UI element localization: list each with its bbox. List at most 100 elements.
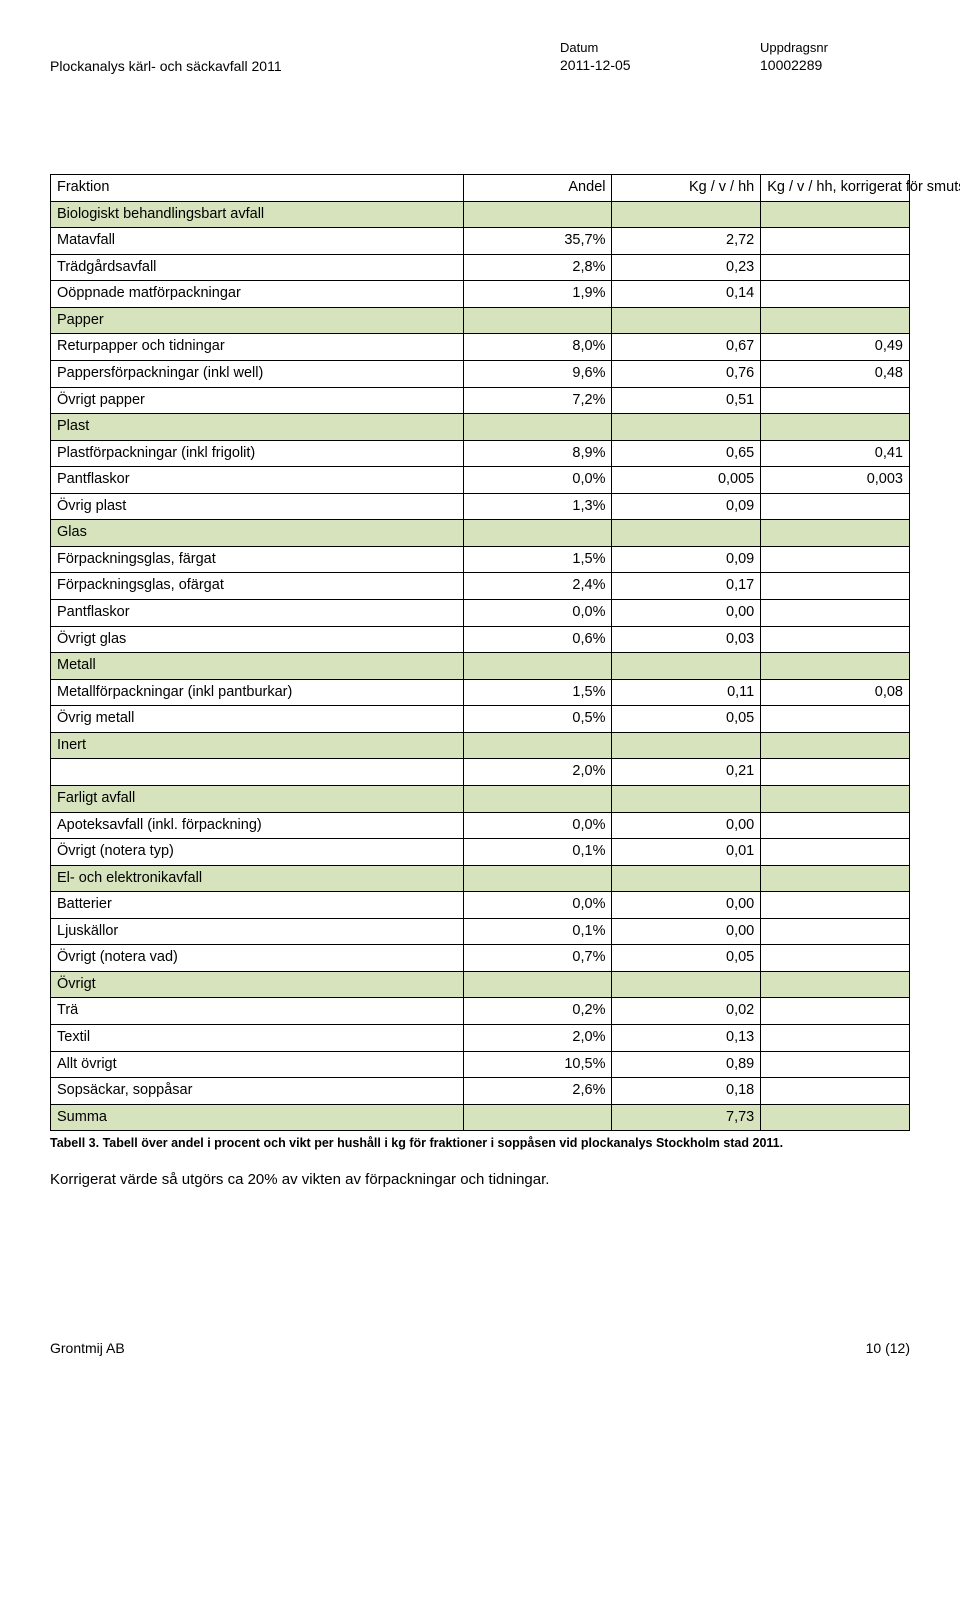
section-cell	[463, 307, 612, 334]
row-cell: 0,05	[612, 706, 761, 733]
table-section-row: Glas	[51, 520, 910, 547]
section-cell	[612, 785, 761, 812]
table-row: Allt övrigt10,5%0,89	[51, 1051, 910, 1078]
row-label: Oöppnade matförpackningar	[51, 281, 464, 308]
row-label: Övrigt papper	[51, 387, 464, 414]
header-assignment-block: Uppdragsnr 10002289	[760, 40, 910, 74]
row-label	[51, 759, 464, 786]
row-cell: 0,13	[612, 1025, 761, 1052]
row-label: Pappersförpackningar (inkl well)	[51, 360, 464, 387]
row-label: Övrigt (notera vad)	[51, 945, 464, 972]
section-label: El- och elektronikavfall	[51, 865, 464, 892]
section-cell	[761, 520, 910, 547]
row-label: Apoteksavfall (inkl. förpackning)	[51, 812, 464, 839]
row-cell	[761, 945, 910, 972]
row-cell: 0,0%	[463, 600, 612, 627]
row-cell	[761, 918, 910, 945]
row-cell: 0,65	[612, 440, 761, 467]
row-cell: 0,01	[612, 839, 761, 866]
section-label: Metall	[51, 653, 464, 680]
row-cell: 10,5%	[463, 1051, 612, 1078]
row-label: Allt övrigt	[51, 1051, 464, 1078]
row-label: Sopsäckar, soppåsar	[51, 1078, 464, 1105]
section-cell	[463, 520, 612, 547]
table-row: Förpackningsglas, ofärgat2,4%0,17	[51, 573, 910, 600]
row-label: Metallförpackningar (inkl pantburkar)	[51, 679, 464, 706]
row-cell: 0,0%	[463, 467, 612, 494]
table-header-row: FraktionAndelKg / v / hhKg / v / hh, kor…	[51, 175, 910, 202]
row-cell: 0,0%	[463, 892, 612, 919]
section-cell	[761, 1104, 910, 1131]
row-label: Övrigt glas	[51, 626, 464, 653]
row-cell	[761, 1025, 910, 1052]
row-label: Övrig metall	[51, 706, 464, 733]
table-section-row: Metall	[51, 653, 910, 680]
row-cell: 0,00	[612, 600, 761, 627]
section-cell	[761, 307, 910, 334]
row-cell: 0,0%	[463, 812, 612, 839]
section-cell	[612, 865, 761, 892]
table-section-row: Farligt avfall	[51, 785, 910, 812]
section-label: Övrigt	[51, 971, 464, 998]
row-cell: 0,5%	[463, 706, 612, 733]
table-row: Övrig plast1,3%0,09	[51, 493, 910, 520]
row-cell: 9,6%	[463, 360, 612, 387]
table-caption: Tabell 3. Tabell över andel i procent oc…	[50, 1135, 910, 1152]
section-cell	[761, 865, 910, 892]
row-cell: 0,11	[612, 679, 761, 706]
row-cell	[761, 626, 910, 653]
table-row: Trä0,2%0,02	[51, 998, 910, 1025]
row-label: Matavfall	[51, 228, 464, 255]
header-title: Plockanalys kärl- och säckavfall 2011	[50, 40, 560, 74]
section-cell	[612, 414, 761, 441]
section-cell	[612, 971, 761, 998]
row-label: Trädgårdsavfall	[51, 254, 464, 281]
row-cell: 8,0%	[463, 334, 612, 361]
row-cell: 2,72	[612, 228, 761, 255]
row-label: Plastförpackningar (inkl frigolit)	[51, 440, 464, 467]
table-row: Plastförpackningar (inkl frigolit)8,9%0,…	[51, 440, 910, 467]
section-cell	[612, 520, 761, 547]
row-cell: 7,2%	[463, 387, 612, 414]
table-row: Batterier0,0%0,00	[51, 892, 910, 919]
row-cell	[761, 546, 910, 573]
section-cell	[761, 785, 910, 812]
table-row: Returpapper och tidningar8,0%0,670,49	[51, 334, 910, 361]
table-section-row: El- och elektronikavfall	[51, 865, 910, 892]
section-label: Glas	[51, 520, 464, 547]
section-cell	[612, 201, 761, 228]
row-cell: 0,48	[761, 360, 910, 387]
section-cell: 7,73	[612, 1104, 761, 1131]
section-cell	[463, 201, 612, 228]
table-row: Pappersförpackningar (inkl well)9,6%0,76…	[51, 360, 910, 387]
table-row: 2,0%0,21	[51, 759, 910, 786]
row-cell	[761, 387, 910, 414]
row-label: Övrigt (notera typ)	[51, 839, 464, 866]
row-cell	[761, 281, 910, 308]
row-cell: 2,0%	[463, 759, 612, 786]
row-cell	[761, 812, 910, 839]
table-row: Övrig metall0,5%0,05	[51, 706, 910, 733]
row-cell: 0,005	[612, 467, 761, 494]
row-cell: 0,02	[612, 998, 761, 1025]
table-row: Apoteksavfall (inkl. förpackning)0,0%0,0…	[51, 812, 910, 839]
table-header-cell: Kg / v / hh	[612, 175, 761, 202]
row-cell: 0,1%	[463, 918, 612, 945]
row-cell	[761, 493, 910, 520]
table-row: Metallförpackningar (inkl pantburkar)1,5…	[51, 679, 910, 706]
table-header-cell: Fraktion	[51, 175, 464, 202]
header-assignment-value: 10002289	[760, 57, 910, 73]
row-label: Förpackningsglas, färgat	[51, 546, 464, 573]
row-cell	[761, 759, 910, 786]
row-label: Textil	[51, 1025, 464, 1052]
section-cell	[463, 785, 612, 812]
row-cell: 0,76	[612, 360, 761, 387]
table-row: Förpackningsglas, färgat1,5%0,09	[51, 546, 910, 573]
footer-page-number: 10 (12)	[866, 1340, 910, 1356]
row-cell: 1,5%	[463, 679, 612, 706]
row-cell: 1,9%	[463, 281, 612, 308]
table-row: Övrigt (notera typ)0,1%0,01	[51, 839, 910, 866]
section-label: Plast	[51, 414, 464, 441]
row-cell: 2,0%	[463, 1025, 612, 1052]
table-section-row: Summa7,73	[51, 1104, 910, 1131]
